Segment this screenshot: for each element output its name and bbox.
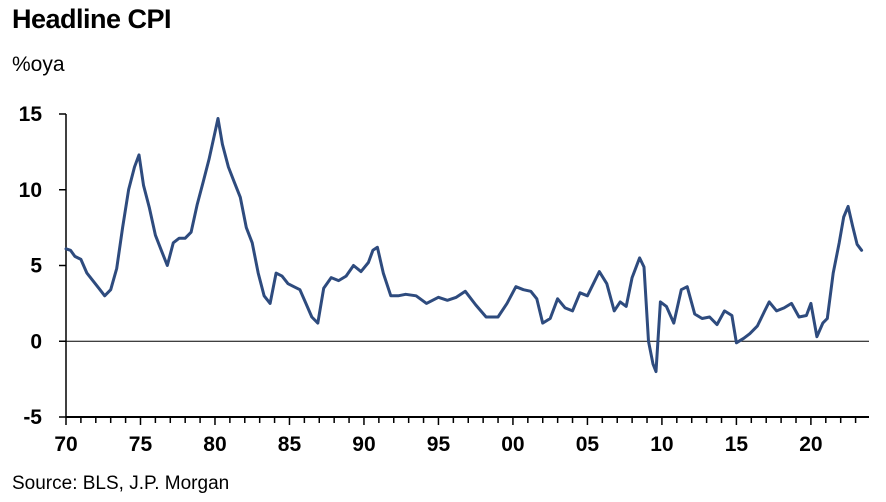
series-group <box>64 117 864 374</box>
x-tick-label: 95 <box>427 433 451 456</box>
y-tick-label: 10 <box>19 179 42 202</box>
y-tick-label: 0 <box>30 330 42 353</box>
x-axis: 70 75 80 85 90 95 00 05 10 15 20 <box>54 416 869 456</box>
x-tick-label: 20 <box>799 433 822 456</box>
y-tick-label: -5 <box>23 406 42 429</box>
y-tick-label: 5 <box>30 255 42 278</box>
source-note: Source: BLS, J.P. Morgan <box>12 473 230 494</box>
x-tick-label: 75 <box>129 433 153 456</box>
x-tick-label: 90 <box>352 433 375 456</box>
x-tick-label: 85 <box>278 433 302 456</box>
x-tick-label: 05 <box>576 433 600 456</box>
x-tick-label: 00 <box>501 433 524 456</box>
series-line <box>64 117 864 374</box>
y-axis: 15 10 5 0 -5 <box>19 103 869 429</box>
x-tick-label: 80 <box>203 433 226 456</box>
chart-title: Headline CPI <box>12 4 172 34</box>
y-axis-unit: %oya <box>12 53 65 76</box>
y-tick-label: 15 <box>19 103 43 126</box>
x-tick-label: 15 <box>725 433 749 456</box>
x-tick-label: 70 <box>54 433 77 456</box>
x-tick-label: 10 <box>650 433 673 456</box>
